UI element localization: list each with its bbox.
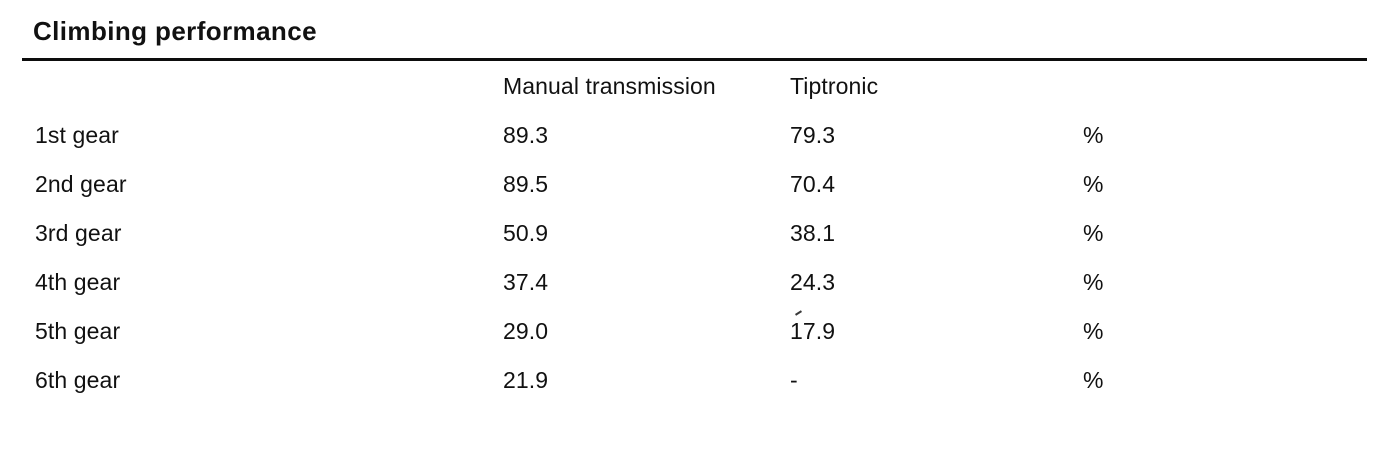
unit-label: % — [1083, 171, 1104, 197]
manual-value: 37.4 — [503, 269, 549, 295]
tiptronic-value: 24.3 — [790, 269, 836, 295]
gear-label: 2nd gear — [35, 171, 127, 197]
tiptronic-value: 70.4 — [790, 171, 836, 197]
tiptronic-value: - — [790, 367, 798, 393]
tiptronic-value: 38.1 — [790, 220, 836, 246]
gear-label: 1st gear — [35, 122, 119, 148]
table-row: 2nd gear 89.5 70.4 % — [35, 170, 1392, 198]
gear-label: 6th gear — [35, 367, 121, 393]
unit-label: % — [1083, 269, 1104, 295]
manual-value: 89.3 — [503, 122, 549, 148]
header-tiptronic: Tiptronic — [790, 73, 879, 99]
gear-label: 4th gear — [35, 269, 121, 295]
tiptronic-value: 79.3 — [790, 122, 836, 148]
table-row: 4th gear 37.4 24.3 % — [35, 268, 1392, 296]
unit-label: % — [1083, 318, 1104, 344]
title-rule — [22, 58, 1367, 61]
table-title: Climbing performance — [33, 16, 317, 46]
manual-value: 89.5 — [503, 171, 549, 197]
gear-label: 3rd gear — [35, 220, 122, 246]
table-row: 1st gear 89.3 79.3 % — [35, 121, 1392, 149]
manual-value: 29.0 — [503, 318, 549, 344]
header-gear-spacer — [35, 72, 503, 100]
unit-label: % — [1083, 367, 1104, 393]
manual-value: 21.9 — [503, 367, 549, 393]
gear-label: 5th gear — [35, 318, 121, 344]
table-row: 6th gear 21.9 - % — [35, 366, 1392, 394]
scan-artifact-tick — [795, 310, 802, 316]
header-unit-spacer — [1083, 72, 1392, 100]
table-row: 5th gear 29.0 17.9 % — [35, 317, 1392, 345]
manual-value: 50.9 — [503, 220, 549, 246]
table-header-row: Manual transmission Tiptronic — [35, 72, 1392, 100]
unit-label: % — [1083, 220, 1104, 246]
table-row: 3rd gear 50.9 38.1 % — [35, 219, 1392, 247]
unit-label: % — [1083, 122, 1104, 148]
tiptronic-value: 17.9 — [790, 318, 836, 344]
header-manual-transmission: Manual transmission — [503, 73, 716, 99]
